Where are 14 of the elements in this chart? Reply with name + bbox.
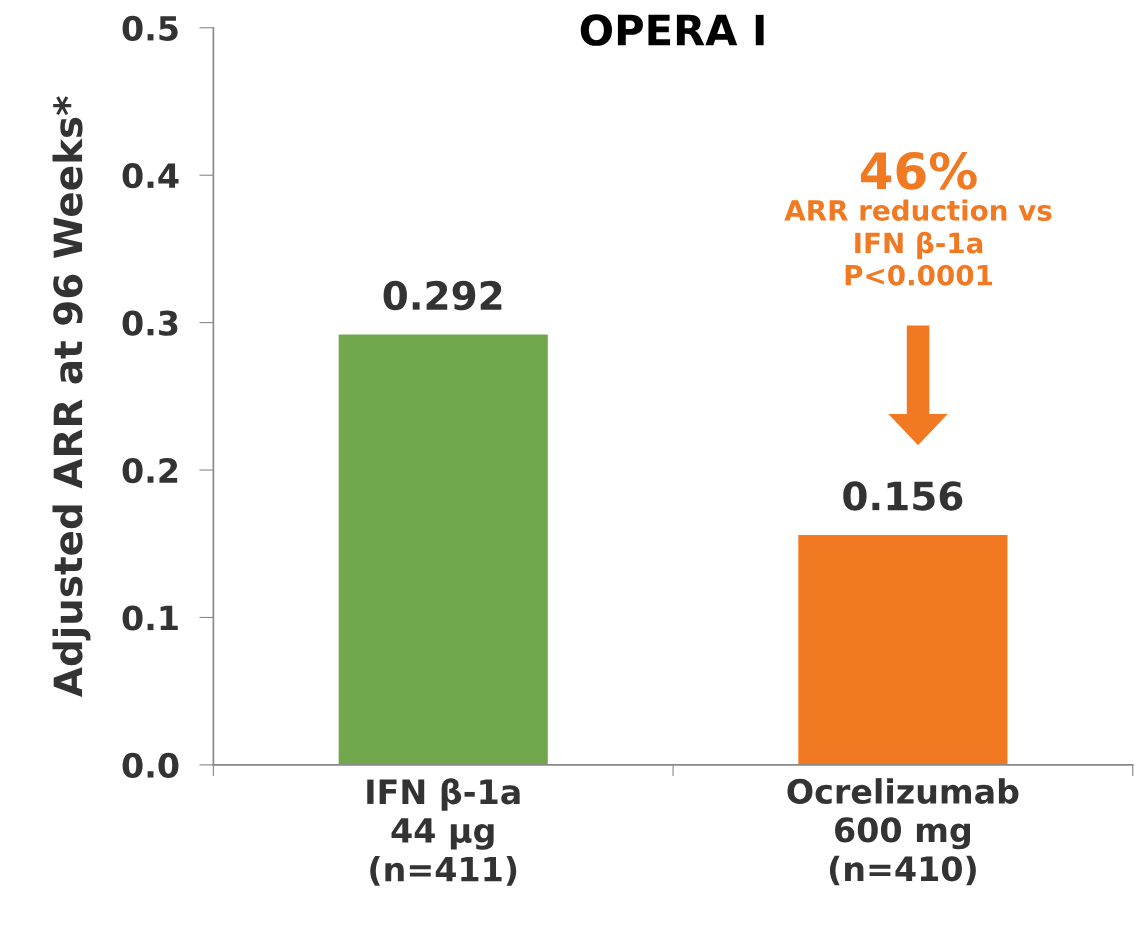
chart-title: OPERA I bbox=[580, 14, 764, 46]
x-tick-label: Ocrelizumab 600 mg (n=410) bbox=[787, 778, 1019, 886]
y-axis-title: Adjusted ARR at 96 Weeks* bbox=[52, 96, 91, 697]
x-tick-label: IFN β-1a 44 µg (n=411) bbox=[367, 778, 520, 886]
annotation: ARR reduction vs IFN β-1a P<0.0001 bbox=[784, 199, 1052, 286]
data-label: 0.156 bbox=[843, 481, 963, 511]
annotation: 46% bbox=[860, 151, 977, 190]
text: 0.0 bbox=[122, 752, 179, 779]
y-tick-label: 0.4 bbox=[122, 163, 179, 189]
y-tick-label: 0.3 bbox=[122, 310, 178, 336]
y-tick-label: 0.5 bbox=[122, 15, 178, 41]
y-tick-label: 0.2 bbox=[122, 457, 178, 484]
y-tick-label: 0.1 bbox=[122, 605, 178, 631]
data-label: 0.292 bbox=[383, 280, 502, 311]
